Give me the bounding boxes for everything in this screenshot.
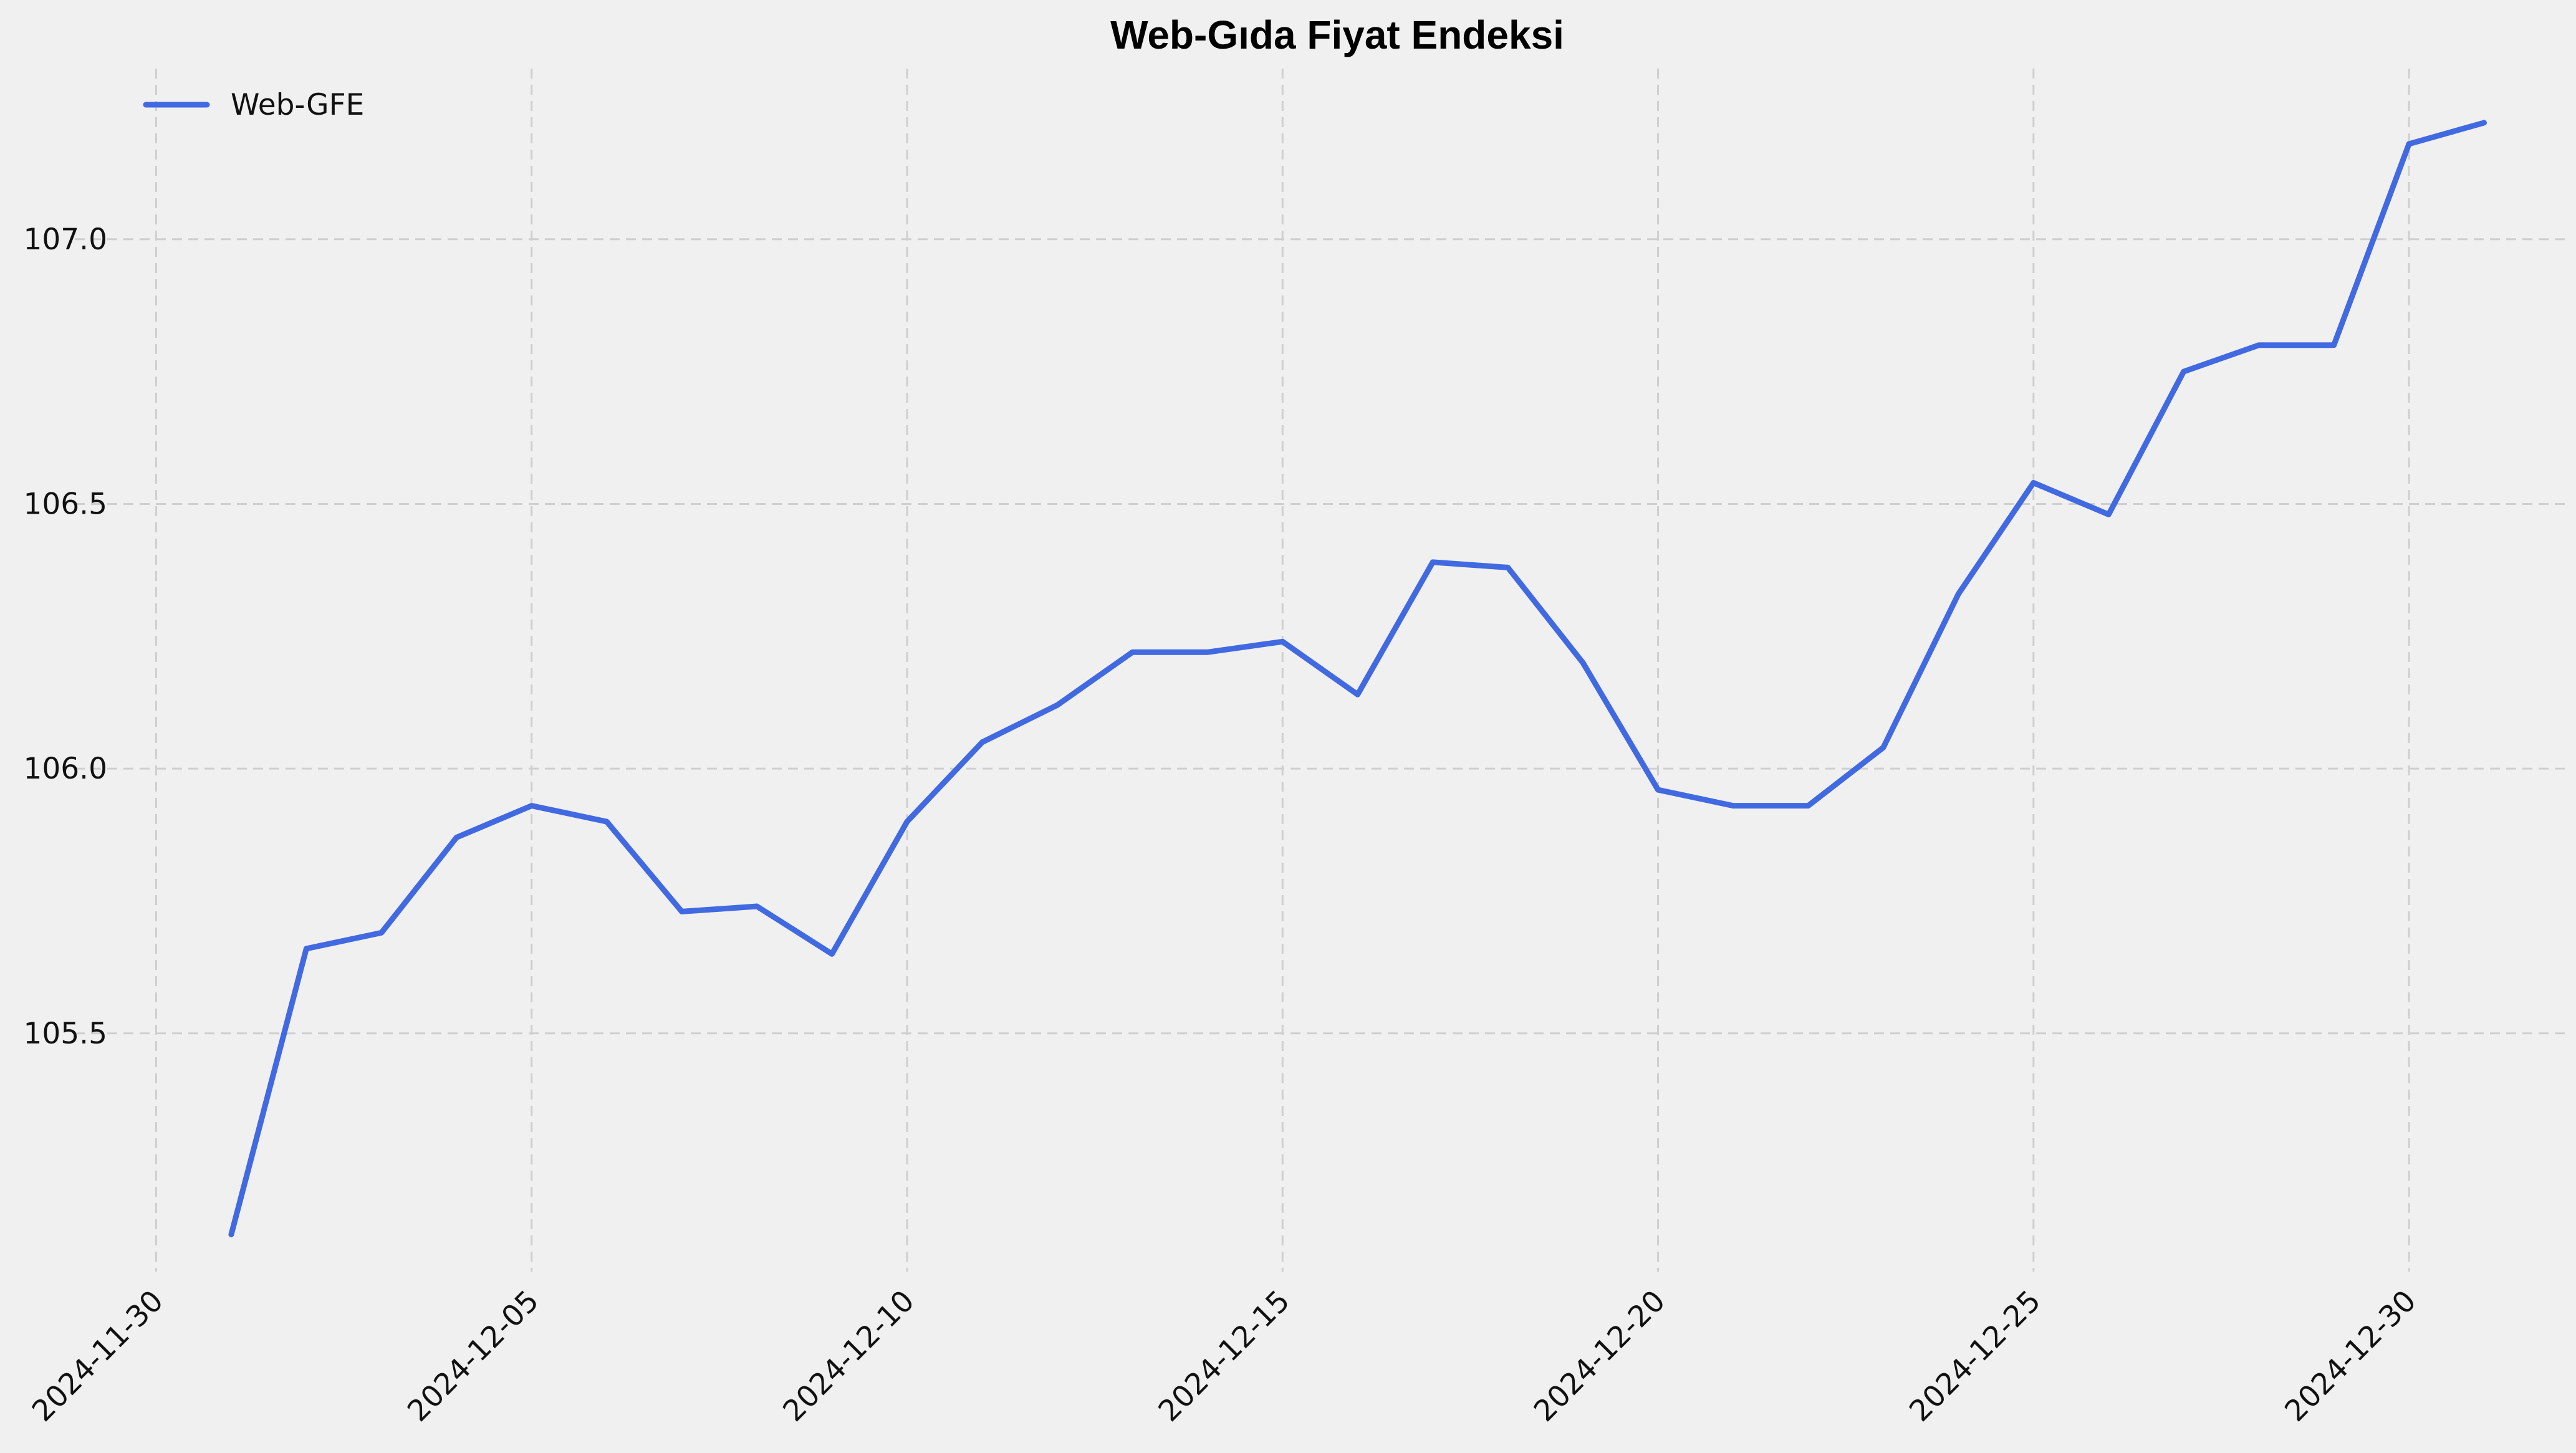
data-point (380, 931, 383, 934)
data-point (1882, 746, 1885, 749)
x-tick-label: 2024-12-30 (2279, 1284, 2423, 1429)
grid-layer (75, 69, 2565, 1272)
data-point (2257, 343, 2261, 347)
y-tick-label: 106.5 (23, 487, 107, 521)
data-point (1957, 592, 1960, 595)
data-point (2182, 370, 2185, 373)
data-point (1431, 560, 1435, 563)
data-point (455, 836, 458, 839)
x-tick-label: 2024-12-15 (1152, 1284, 1297, 1429)
data-point (305, 947, 308, 950)
data-point (1506, 566, 1509, 569)
data-point (680, 910, 683, 913)
data-point (2332, 343, 2335, 347)
series-line-web-gfe (228, 120, 2487, 1237)
series-layer (228, 120, 2487, 1237)
data-point (1732, 804, 1734, 807)
data-point (981, 741, 984, 744)
data-point (2408, 142, 2411, 145)
data-point (530, 804, 533, 807)
chart-title: Web-Gıda Fiyat Endeksi (1110, 12, 1564, 57)
legend: Web-GFE (143, 88, 364, 122)
data-point (906, 820, 908, 823)
data-point (605, 820, 608, 823)
x-tick-label: 2024-12-05 (401, 1284, 545, 1429)
data-point (756, 904, 759, 908)
x-tick-label: 2024-12-10 (776, 1284, 921, 1429)
y-tick-label: 107.0 (23, 223, 107, 257)
data-point (2107, 513, 2110, 516)
x-tick-label: 2024-12-20 (1527, 1284, 1672, 1429)
data-point (1055, 704, 1059, 707)
data-point (1206, 651, 1209, 654)
x-tick-label: 2024-12-25 (1903, 1284, 2047, 1429)
x-axis-ticks: 2024-11-30 2024-12-05 2024-12-10 2024-12-15… (26, 1284, 2423, 1429)
legend-label-web-gfe: Web-GFE (231, 88, 364, 122)
data-point (1807, 804, 1810, 807)
data-point (1281, 640, 1284, 643)
data-point (830, 952, 834, 956)
y-axis-ticks: 105.5 106.0 106.5 107.0 (23, 223, 107, 1051)
data-point (1656, 789, 1660, 792)
data-point (1356, 693, 1359, 696)
data-point (1582, 661, 1585, 664)
data-point (1131, 651, 1134, 654)
data-point (2482, 121, 2486, 124)
data-point (229, 1233, 233, 1236)
y-tick-label: 105.5 (23, 1017, 107, 1051)
y-tick-label: 106.0 (23, 752, 107, 786)
x-tick-label: 2024-11-30 (26, 1284, 170, 1429)
data-point (2032, 481, 2035, 484)
